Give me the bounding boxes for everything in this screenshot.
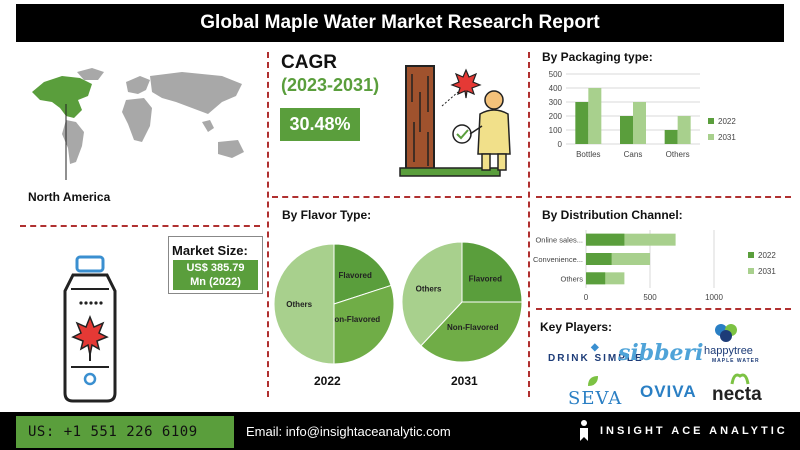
market-size-value-line1: US$ 385.79 bbox=[186, 262, 245, 274]
pie-slice-label: Non-Flavored bbox=[329, 315, 381, 324]
distribution-chart-title: By Distribution Channel: bbox=[542, 208, 683, 222]
seva-leaf-icon bbox=[586, 374, 600, 393]
market-size-box bbox=[168, 236, 263, 294]
pie-caption-2031: 2031 bbox=[451, 374, 478, 388]
legend-swatch bbox=[708, 134, 714, 140]
divider-region bbox=[20, 225, 260, 227]
y-tick-label: 400 bbox=[549, 84, 563, 93]
key-players-title: Key Players: bbox=[540, 320, 613, 334]
logo-necta: necta bbox=[712, 384, 762, 405]
cagr-title: CAGR bbox=[281, 52, 337, 73]
bar-2031 bbox=[633, 102, 646, 144]
bottle-icon bbox=[63, 255, 117, 403]
y-tick-label: Online sales... bbox=[535, 236, 583, 245]
brand-name: INSIGHT ACE ANALYTIC bbox=[600, 425, 788, 437]
logo-happytree: happytree bbox=[704, 345, 753, 357]
pie-slice bbox=[333, 284, 395, 365]
necta-leaf-icon bbox=[730, 370, 750, 391]
x-tick-label: Cans bbox=[624, 150, 643, 159]
y-tick-label: 500 bbox=[549, 70, 563, 79]
y-tick-label: 300 bbox=[549, 98, 563, 107]
world-map-icon bbox=[32, 68, 244, 180]
y-tick-label: 200 bbox=[549, 112, 563, 121]
market-size-label: Market Size: bbox=[172, 243, 248, 258]
pie-slice-label: Others bbox=[286, 300, 312, 309]
pie-slice bbox=[401, 241, 463, 347]
pie-slice-label: Flavored bbox=[338, 271, 371, 280]
y-tick-label: 100 bbox=[549, 126, 563, 135]
legend-label: 2022 bbox=[718, 117, 736, 126]
legend-swatch bbox=[748, 268, 754, 274]
divider-left bbox=[267, 52, 269, 397]
divider-packaging bbox=[536, 196, 791, 198]
bar-2031 bbox=[588, 88, 602, 144]
logo-sibberi: sibberi bbox=[618, 340, 704, 366]
bar-2022 bbox=[586, 253, 612, 265]
bar-2022 bbox=[575, 102, 589, 144]
pie-slice bbox=[333, 243, 392, 305]
distribution-chart: 0 500 1000 Online sales... Convenience... Oth… bbox=[533, 230, 776, 302]
logo-oviva: OVIVA bbox=[640, 382, 697, 401]
legend-swatch bbox=[748, 252, 754, 258]
bar-2022 bbox=[620, 116, 633, 144]
divider-right bbox=[528, 52, 530, 397]
y-tick-label: 0 bbox=[558, 140, 563, 149]
logo-drink-simple: ◆ DRINK SIMPLE bbox=[548, 342, 644, 364]
pie-slice bbox=[420, 301, 523, 363]
y-tick-label: Others bbox=[560, 274, 583, 283]
pie-slice-label: Others bbox=[416, 285, 442, 294]
x-tick-label: Others bbox=[666, 150, 690, 159]
legend-label: 2022 bbox=[758, 251, 776, 260]
divider-distribution bbox=[536, 308, 791, 310]
packaging-chart: 0 100 200 300 400 500 Bottles Cans Others 2022 203… bbox=[549, 70, 737, 159]
legend-label: 2031 bbox=[758, 267, 776, 276]
brand-logo-icon bbox=[580, 420, 588, 441]
x-tick-label: 0 bbox=[584, 293, 589, 302]
logo-happytree-sub: MAPLE WATER bbox=[712, 358, 760, 364]
pie-slice bbox=[273, 243, 335, 365]
divider-cagr bbox=[272, 196, 522, 198]
happytree-icon bbox=[712, 322, 740, 344]
market-size-value: US$ 385.79 Mn (2022) bbox=[173, 260, 258, 290]
pie-slice-label: Flavored bbox=[469, 275, 502, 284]
packaging-chart-title: By Packaging type: bbox=[542, 50, 653, 64]
pie-slice bbox=[461, 241, 523, 303]
phone-number: US: +1 551 226 6109 bbox=[16, 416, 234, 448]
email-contact: Email: info@insightaceanalytic.com bbox=[246, 424, 451, 439]
region-label: North America bbox=[28, 190, 111, 204]
pie-caption-2022: 2022 bbox=[314, 374, 341, 388]
cagr-value: 30.48% bbox=[280, 108, 360, 141]
flavor-pie-2031: Flavored Non-Flavored Others bbox=[401, 241, 523, 363]
flavor-chart-title: By Flavor Type: bbox=[282, 208, 372, 222]
legend-label: 2031 bbox=[718, 133, 736, 142]
cagr-period: (2023-2031) bbox=[281, 75, 380, 95]
x-tick-label: Bottles bbox=[576, 150, 600, 159]
y-tick-label: Convenience... bbox=[533, 255, 583, 264]
pie-slice-label: Non-Flavored bbox=[447, 323, 499, 332]
page-title: Global Maple Water Market Research Repor… bbox=[16, 4, 784, 42]
x-tick-label: 500 bbox=[643, 293, 657, 302]
flavor-pie-2022: Flavored Non-Flavored Others bbox=[273, 243, 395, 365]
x-tick-label: 1000 bbox=[705, 293, 723, 302]
bar-2022 bbox=[586, 233, 625, 246]
bar-2022 bbox=[586, 272, 606, 285]
bar-2022 bbox=[664, 130, 678, 144]
logo-seva: SEVA bbox=[568, 388, 623, 409]
maple-tree-person-icon bbox=[399, 65, 511, 177]
drop-icon: ◆ bbox=[590, 342, 601, 353]
legend-swatch bbox=[708, 118, 714, 124]
market-size-value-line2: Mn (2022) bbox=[190, 276, 241, 288]
bar-2031 bbox=[677, 116, 691, 144]
